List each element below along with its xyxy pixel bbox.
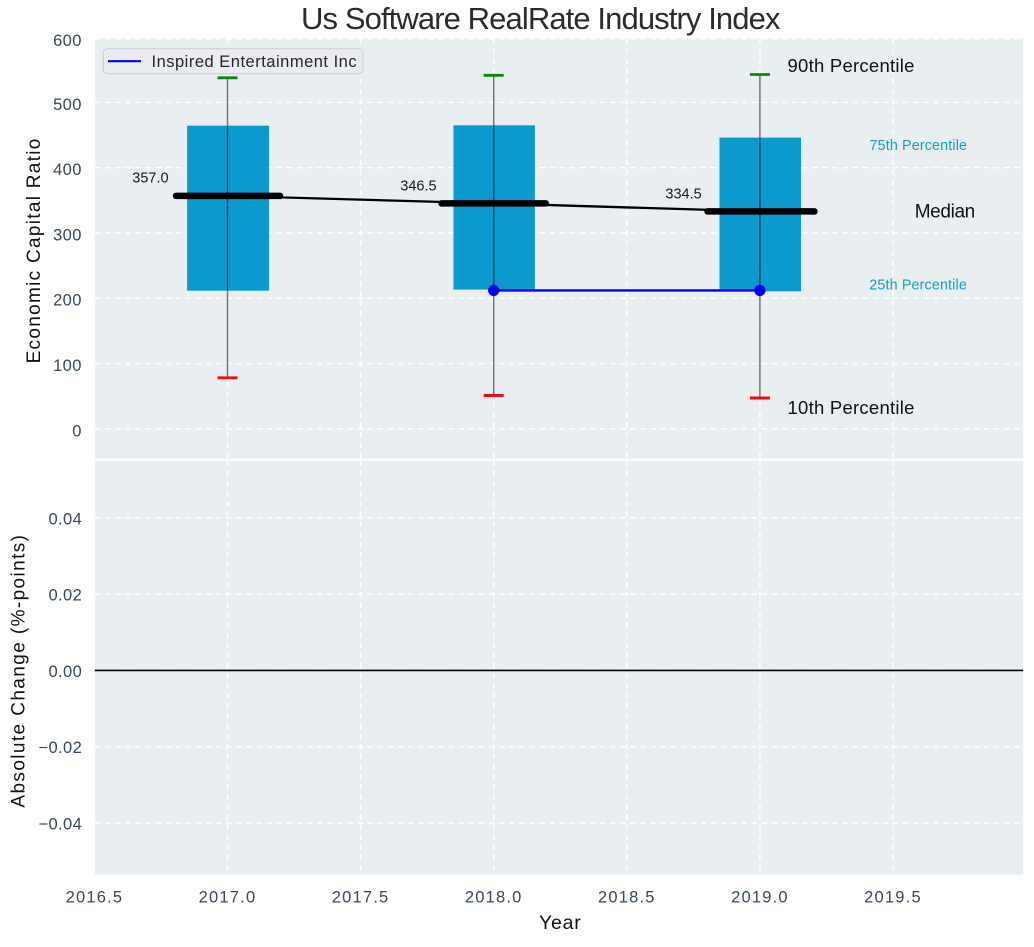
svg-text:357.0: 357.0 xyxy=(132,170,168,186)
svg-text:2018.0: 2018.0 xyxy=(465,889,523,907)
svg-text:0.04: 0.04 xyxy=(48,510,82,528)
svg-text:25th Percentile: 25th Percentile xyxy=(869,277,967,293)
svg-text:2017.5: 2017.5 xyxy=(332,889,390,907)
svg-text:300: 300 xyxy=(53,226,82,244)
svg-text:346.5: 346.5 xyxy=(400,179,436,195)
svg-text:0.00: 0.00 xyxy=(48,663,82,681)
svg-text:90th Percentile: 90th Percentile xyxy=(788,55,915,76)
svg-text:75th Percentile: 75th Percentile xyxy=(870,138,968,154)
svg-text:2016.5: 2016.5 xyxy=(66,889,124,907)
svg-text:200: 200 xyxy=(53,292,82,310)
svg-text:−0.04: −0.04 xyxy=(38,816,82,834)
svg-text:Us Software RealRate Industry: Us Software RealRate Industry Index xyxy=(301,1,781,36)
svg-text:2018.5: 2018.5 xyxy=(598,889,656,907)
svg-text:−0.02: −0.02 xyxy=(38,739,82,757)
svg-text:100: 100 xyxy=(53,357,82,375)
svg-text:2019.0: 2019.0 xyxy=(731,889,789,907)
svg-text:Year: Year xyxy=(539,912,582,934)
svg-text:2017.0: 2017.0 xyxy=(199,889,257,907)
svg-text:10th Percentile: 10th Percentile xyxy=(788,397,915,418)
svg-text:2019.5: 2019.5 xyxy=(864,889,922,907)
svg-text:600: 600 xyxy=(53,32,82,50)
svg-text:Inspired Entertainment Inc: Inspired Entertainment Inc xyxy=(152,53,358,71)
svg-text:334.5: 334.5 xyxy=(665,186,701,202)
svg-text:400: 400 xyxy=(53,161,82,179)
svg-text:Economic Capital Ratio: Economic Capital Ratio xyxy=(24,137,45,363)
svg-text:0: 0 xyxy=(72,422,82,440)
svg-text:500: 500 xyxy=(53,96,82,114)
svg-text:0.02: 0.02 xyxy=(48,587,82,605)
svg-text:Median: Median xyxy=(915,202,975,223)
svg-text:Absolute Change (%-points): Absolute Change (%-points) xyxy=(8,534,29,808)
